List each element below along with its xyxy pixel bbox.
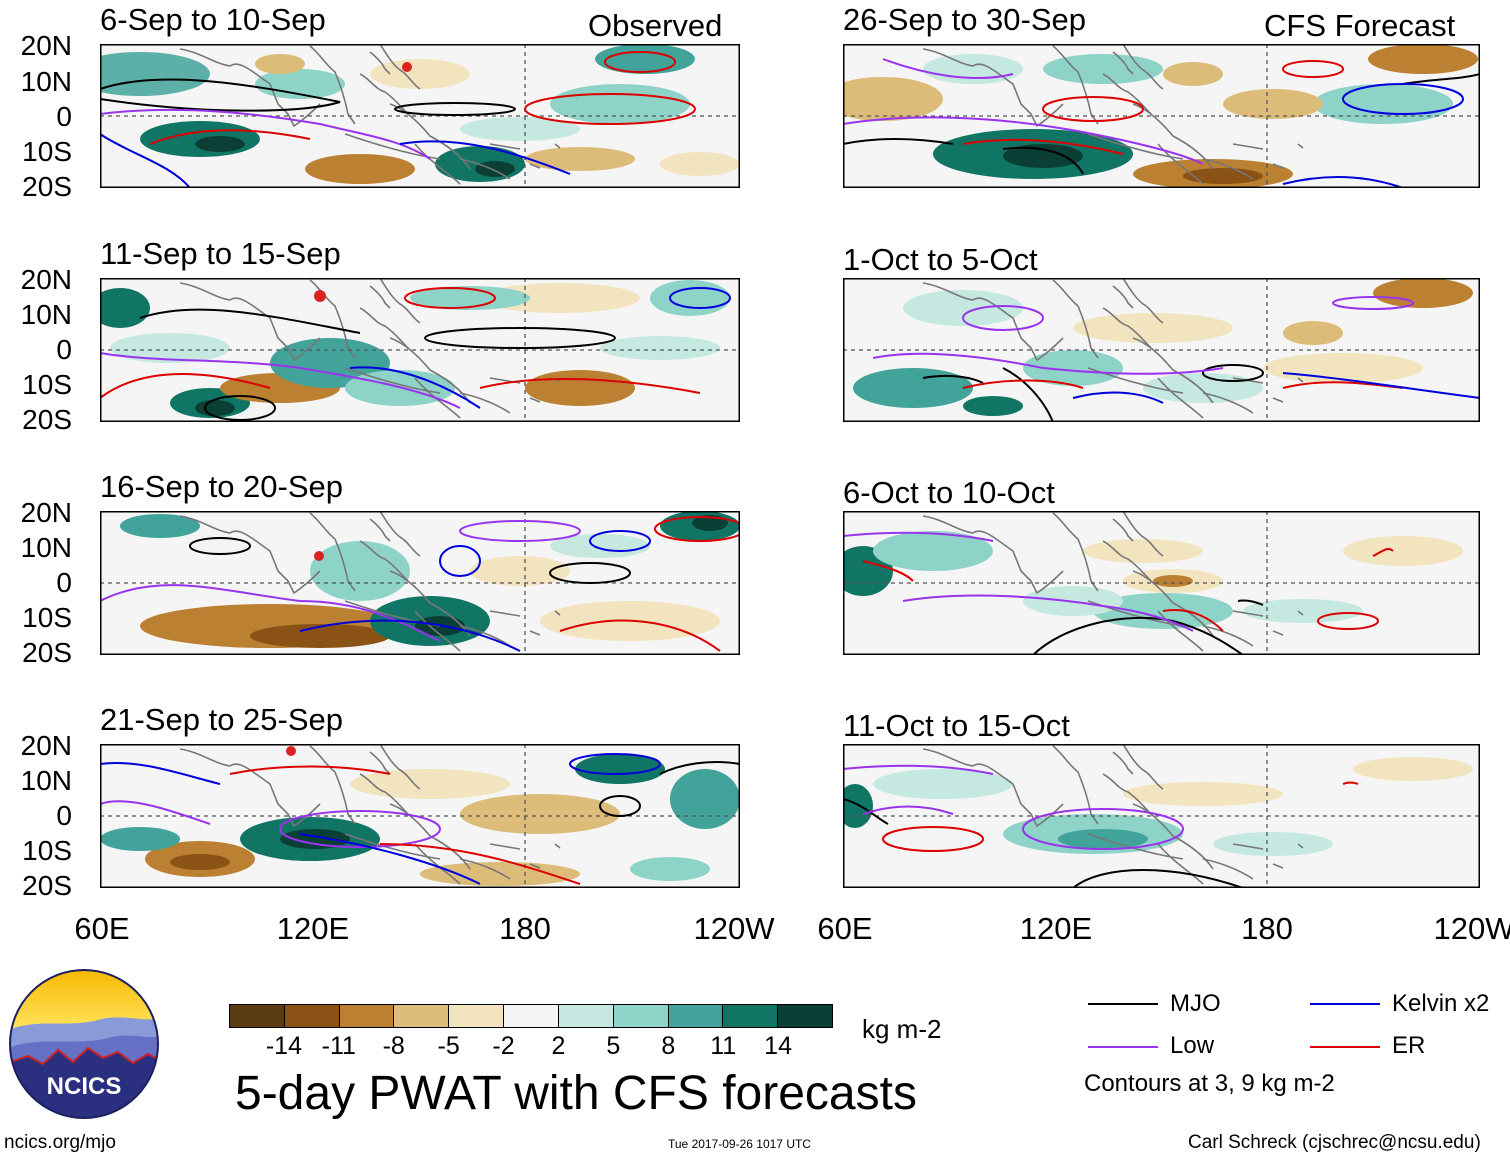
- panel-title-obs-2: 11-Sep to 15-Sep: [100, 236, 341, 271]
- colorbar-tick-label: -8: [382, 1032, 405, 1060]
- lat-label: 20N: [20, 30, 72, 61]
- lat-label: 10S: [22, 136, 72, 167]
- panel-title-obs-4: 21-Sep to 25-Sep: [100, 702, 344, 737]
- lat-label: 10N: [20, 66, 72, 97]
- footer-author: Carl Schreck (cjschrec@ncsu.edu): [1188, 1132, 1481, 1153]
- map-panel-fcst-1: [843, 44, 1480, 188]
- colorbar-tick-label: -2: [492, 1032, 515, 1060]
- legend-note: Contours at 3, 9 kg m-2: [1084, 1070, 1335, 1097]
- legend-er-label: ER: [1392, 1032, 1426, 1059]
- panel-title-fcst-2: 1-Oct to 5-Oct: [843, 242, 1038, 277]
- map-panel-fcst-3: [843, 511, 1480, 655]
- map-panel-obs-3: [100, 511, 740, 655]
- cfs-forecast-label: CFS Forecast: [1264, 8, 1456, 43]
- lat-label: 20N: [20, 497, 72, 528]
- colorbar-tick-label: -11: [321, 1032, 356, 1060]
- panel-title-fcst-4: 11-Oct to 15-Oct: [843, 708, 1070, 743]
- lon-label: 60E: [817, 911, 873, 946]
- panel-title-obs-3: 16-Sep to 20-Sep: [100, 469, 344, 504]
- lon-label: 60E: [74, 911, 130, 946]
- map-panel-fcst-2: [843, 278, 1480, 422]
- map-panel-obs-2: [100, 278, 740, 422]
- panel-title-fcst-3: 6-Oct to 10-Oct: [843, 475, 1055, 510]
- lat-label: 20N: [20, 730, 72, 761]
- lat-label: 0: [56, 101, 72, 132]
- map-panel-fcst-4: [843, 744, 1480, 888]
- lat-label: 0: [56, 567, 72, 598]
- lon-label: 120W: [1433, 911, 1510, 946]
- lon-label: 180: [1241, 911, 1293, 946]
- colorbar-swatch: [338, 1005, 394, 1027]
- colorbar-tick-label: 8: [661, 1032, 676, 1060]
- panel-title-fcst-1: 26-Sep to 30-Sep: [843, 2, 1087, 37]
- lat-label: 10S: [22, 369, 72, 400]
- legend-er-line: [1310, 1046, 1380, 1048]
- legend-kelvin-line: [1310, 1003, 1380, 1005]
- colorbar-swatch: [230, 1005, 284, 1027]
- lon-label: 120W: [693, 911, 775, 946]
- ncics-logo: NCICS: [9, 969, 159, 1119]
- lat-label: 20S: [22, 404, 72, 435]
- lat-label: 20S: [22, 870, 72, 901]
- lat-label: 10S: [22, 602, 72, 633]
- colorbar-units: kg m-2: [862, 1014, 942, 1044]
- lat-label: 10S: [22, 835, 72, 866]
- colorbar-swatch: [283, 1005, 339, 1027]
- colorbar-tick-label: 14: [764, 1032, 792, 1060]
- ncics-logo-text: NCICS: [47, 1073, 122, 1100]
- lat-label: 20S: [22, 171, 72, 202]
- lat-label: 20N: [20, 264, 72, 295]
- footer-url: ncics.org/mjo: [4, 1132, 116, 1153]
- legend-low-line: [1088, 1046, 1158, 1048]
- legend-kelvin-label: Kelvin x2: [1392, 990, 1490, 1017]
- colorbar-tick-label: -14: [265, 1032, 302, 1060]
- map-panel-obs-4: [100, 744, 740, 888]
- lon-label: 120E: [1019, 911, 1093, 946]
- colorbar-swatch: [722, 1005, 778, 1027]
- colorbar-tick-label: -5: [437, 1032, 460, 1060]
- lat-label: 10N: [20, 299, 72, 330]
- colorbar-tick-label: 5: [606, 1032, 621, 1060]
- colorbar-swatch: [667, 1005, 723, 1027]
- colorbar-tick-label: 2: [551, 1032, 566, 1060]
- lat-label: 0: [56, 800, 72, 831]
- colorbar-swatch: [777, 1005, 832, 1027]
- lat-label: 10N: [20, 532, 72, 563]
- panel-title-obs-1: 6-Sep to 10-Sep: [100, 2, 326, 37]
- colorbar-tick-label: 11: [710, 1032, 737, 1060]
- lat-label: 20S: [22, 637, 72, 668]
- legend-mjo-line: [1088, 1003, 1158, 1005]
- colorbar: [229, 1004, 833, 1028]
- lon-label: 180: [499, 911, 551, 946]
- product-title: 5-day PWAT with CFS forecasts: [235, 1067, 917, 1120]
- colorbar-swatch: [503, 1005, 558, 1027]
- legend-low-label: Low: [1170, 1032, 1215, 1059]
- footer-timestamp: Tue 2017-09-26 1017 UTC: [668, 1137, 811, 1151]
- colorbar-swatch: [448, 1005, 504, 1027]
- lat-label: 0: [56, 334, 72, 365]
- lat-label: 10N: [20, 765, 72, 796]
- colorbar-swatch: [393, 1005, 449, 1027]
- map-panel-obs-1: [100, 44, 740, 188]
- lon-label: 120E: [276, 911, 350, 946]
- observed-label: Observed: [588, 8, 723, 43]
- legend-mjo-label: MJO: [1170, 990, 1221, 1017]
- colorbar-swatch: [557, 1005, 613, 1027]
- colorbar-swatch: [612, 1005, 668, 1027]
